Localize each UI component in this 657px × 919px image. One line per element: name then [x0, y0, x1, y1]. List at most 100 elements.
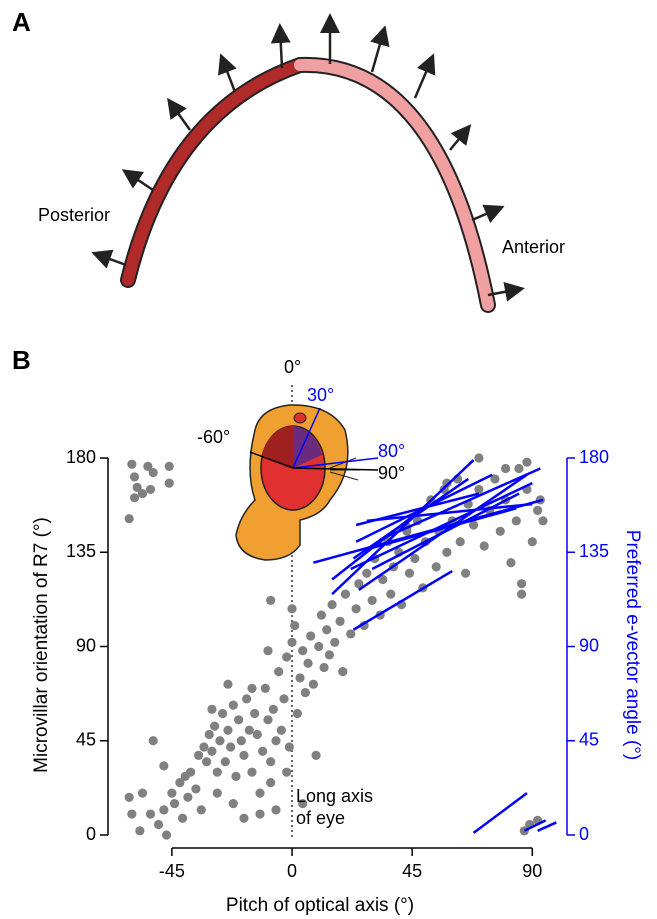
point: [266, 757, 276, 767]
point: [308, 679, 318, 689]
x-tick-label: 0: [287, 861, 297, 881]
point: [196, 805, 206, 815]
point: [135, 826, 145, 836]
annotation: 0°: [284, 357, 301, 377]
point: [212, 767, 222, 777]
point: [177, 813, 188, 823]
point: [362, 568, 372, 578]
point: [129, 472, 140, 482]
point: [290, 620, 300, 631]
point: [335, 616, 345, 626]
point: [300, 687, 310, 698]
point: [474, 453, 484, 463]
point: [223, 725, 233, 735]
point: [252, 729, 262, 740]
point: [247, 767, 257, 777]
point: [468, 520, 479, 530]
point: [137, 489, 148, 499]
point: [495, 526, 505, 536]
point: [306, 631, 316, 641]
point: [218, 708, 228, 719]
point: [282, 767, 292, 777]
point: [266, 778, 276, 788]
point: [164, 461, 174, 471]
point: [351, 604, 361, 614]
point: [474, 484, 484, 495]
point: [161, 830, 172, 840]
e-vector-segment: [371, 492, 520, 571]
point: [517, 589, 527, 599]
point: [282, 652, 292, 662]
y-tick-label: 90: [76, 635, 96, 655]
point: [148, 736, 158, 746]
e-vector-segment: [523, 819, 547, 832]
y2-tick-label: 90: [579, 635, 599, 655]
point: [212, 788, 222, 798]
point: [517, 579, 527, 589]
y2-axis-label: Preferred e-vector angle (°): [622, 530, 643, 760]
point: [298, 646, 308, 656]
point: [137, 788, 148, 798]
point: [207, 704, 217, 714]
point: [511, 516, 521, 526]
e-vector-segment: [472, 792, 528, 834]
y-tick-label: 0: [86, 824, 96, 844]
e-vector-segment: [352, 570, 453, 631]
point: [316, 610, 326, 620]
point: [167, 788, 177, 798]
point: [338, 667, 348, 677]
point: [295, 673, 305, 683]
point: [244, 725, 254, 735]
point: [354, 579, 364, 589]
point: [210, 721, 220, 731]
point: [153, 819, 164, 830]
point: [276, 725, 286, 735]
point: [522, 457, 532, 467]
point: [538, 516, 548, 526]
annotation: of eye: [296, 808, 345, 828]
point: [455, 537, 465, 547]
point: [215, 736, 225, 746]
annotation: 30°: [307, 385, 334, 405]
point: [207, 746, 217, 756]
posterior-label: Posterior: [38, 205, 110, 225]
point: [191, 784, 201, 794]
y-tick-label: 135: [66, 541, 96, 561]
point: [129, 493, 140, 503]
point: [255, 788, 265, 798]
point: [260, 683, 270, 693]
point: [319, 662, 329, 673]
point: [284, 742, 294, 752]
plot: 0 45 90 135 180 0 45 90 135 180 -45 0 45 90: [66, 447, 609, 881]
point: [228, 798, 238, 809]
point: [346, 629, 356, 639]
point: [223, 679, 233, 689]
point: [266, 595, 276, 606]
point: [124, 792, 134, 802]
point: [164, 478, 174, 488]
y2-tick-label: 180: [579, 447, 609, 467]
point: [175, 778, 185, 788]
point: [324, 650, 335, 660]
point: [159, 761, 169, 771]
point: [199, 742, 209, 752]
annotation: 90°: [378, 463, 405, 483]
y2-tick-label: 135: [579, 541, 609, 561]
point: [442, 547, 452, 557]
panel-label: A: [12, 7, 31, 37]
point: [258, 746, 268, 756]
point: [298, 798, 308, 809]
point: [201, 757, 212, 767]
point: [239, 750, 249, 761]
y2-tick-label: 45: [579, 730, 599, 750]
point: [183, 792, 193, 802]
point: [239, 813, 249, 823]
point: [314, 641, 324, 652]
point: [292, 708, 302, 719]
point: [287, 637, 297, 647]
annotation: Long axis: [296, 786, 373, 806]
point: [169, 798, 180, 809]
point: [143, 461, 153, 471]
point: [327, 600, 337, 610]
annotation: 80°: [378, 441, 405, 461]
